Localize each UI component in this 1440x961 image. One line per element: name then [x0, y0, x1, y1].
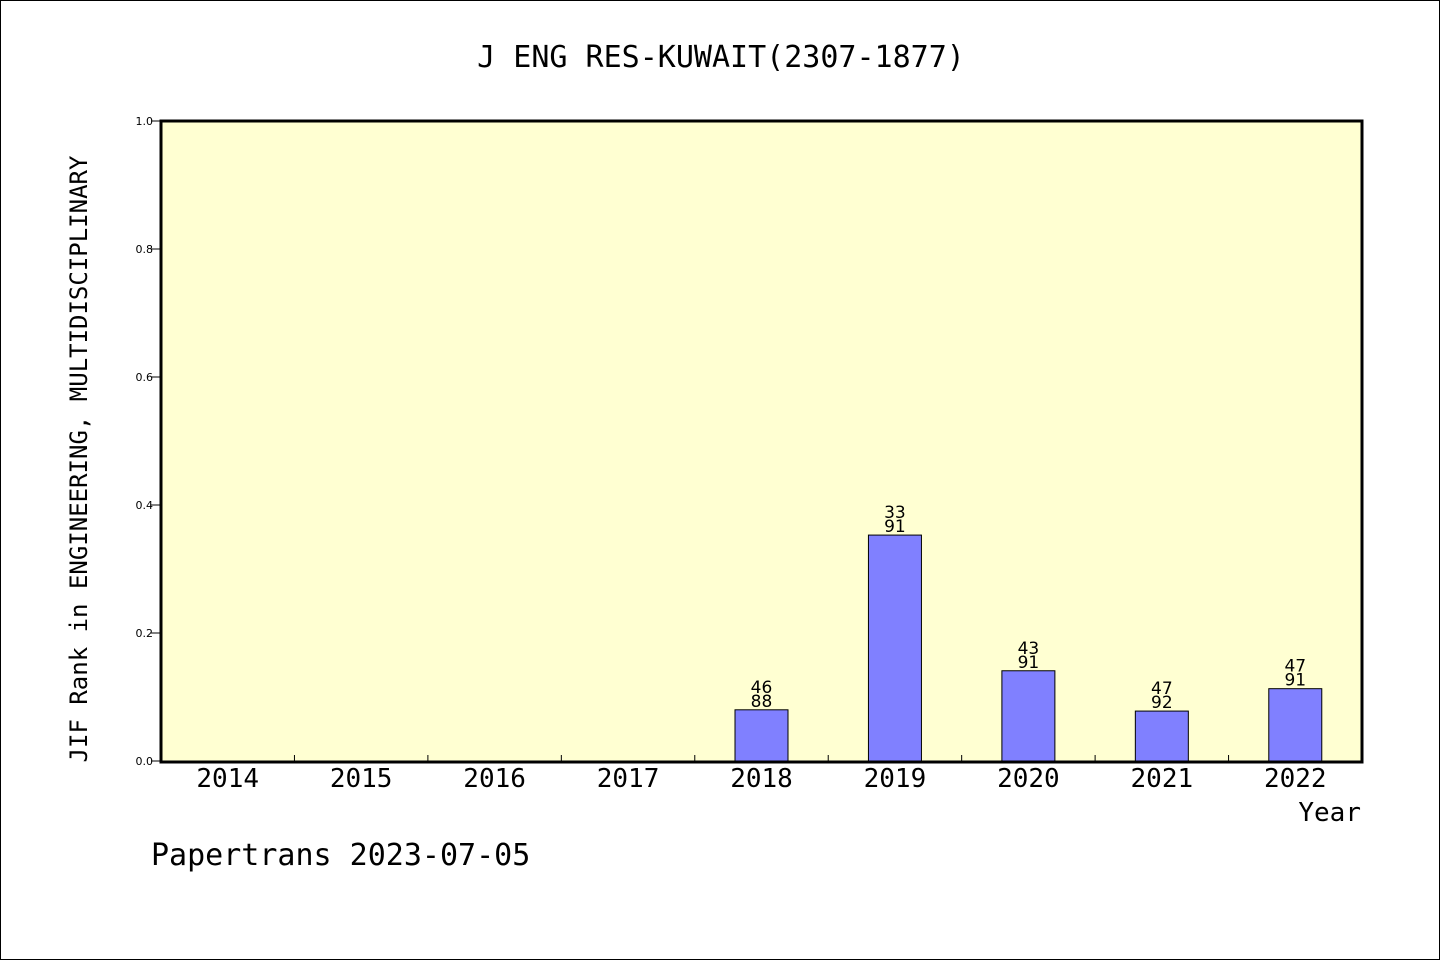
x-axis-ticks: 2014 2015 2016 2017 2018 2019 2020 2021 2022	[196, 755, 1327, 794]
bar-total-label: 91	[1018, 653, 1040, 673]
x-axis-label: Year	[1298, 798, 1361, 828]
y-tick-label: 0.6	[136, 371, 154, 384]
y-axis-ticks: 0.0 0.2 0.4 0.6 0.8 1.0	[136, 115, 161, 768]
bar-total-label: 91	[1284, 671, 1306, 691]
footer-text: Papertrans 2023-07-05	[151, 838, 530, 873]
y-tick-label: 0.2	[136, 627, 154, 640]
bar-rank-label: 46	[751, 678, 773, 698]
x-tick-label: 2018	[730, 764, 793, 794]
bar-2022	[1268, 688, 1323, 762]
bar-total-label: 91	[884, 517, 906, 537]
plot-border	[159, 119, 1364, 764]
x-tick-label: 2014	[196, 764, 259, 794]
bar-2019	[867, 534, 922, 762]
bar-rank-label: 33	[884, 503, 906, 523]
x-tick-label: 2016	[463, 764, 526, 794]
bar-2021	[1134, 710, 1189, 762]
bar-rank-label: 47	[1151, 679, 1173, 699]
bar-2018	[734, 709, 789, 762]
x-tick-label: 2022	[1264, 764, 1327, 794]
x-tick-label: 2019	[864, 764, 927, 794]
x-tick-label: 2015	[330, 764, 393, 794]
y-axis-label: JIF Rank in ENGINEERING, MULTIDISCIPLINA…	[65, 155, 93, 762]
y-tick-label: 0.4	[136, 499, 154, 512]
y-tick-label: 1.0	[136, 115, 154, 128]
chart-title: J ENG RES-KUWAIT(2307-1877)	[477, 40, 965, 75]
bar-rank-label: 47	[1284, 657, 1306, 677]
x-tick-label: 2021	[1131, 764, 1194, 794]
bar-2020	[1001, 670, 1056, 762]
plot-area	[161, 121, 1362, 762]
bar-total-label: 92	[1151, 693, 1173, 713]
y-tick-label: 0.8	[136, 243, 154, 256]
bar-total-label: 88	[751, 692, 773, 712]
x-tick-label: 2017	[597, 764, 660, 794]
bar-rank-label: 43	[1018, 639, 1040, 659]
y-tick-label: 0.0	[136, 755, 154, 768]
x-tick-label: 2020	[997, 764, 1060, 794]
bars	[734, 534, 1323, 762]
